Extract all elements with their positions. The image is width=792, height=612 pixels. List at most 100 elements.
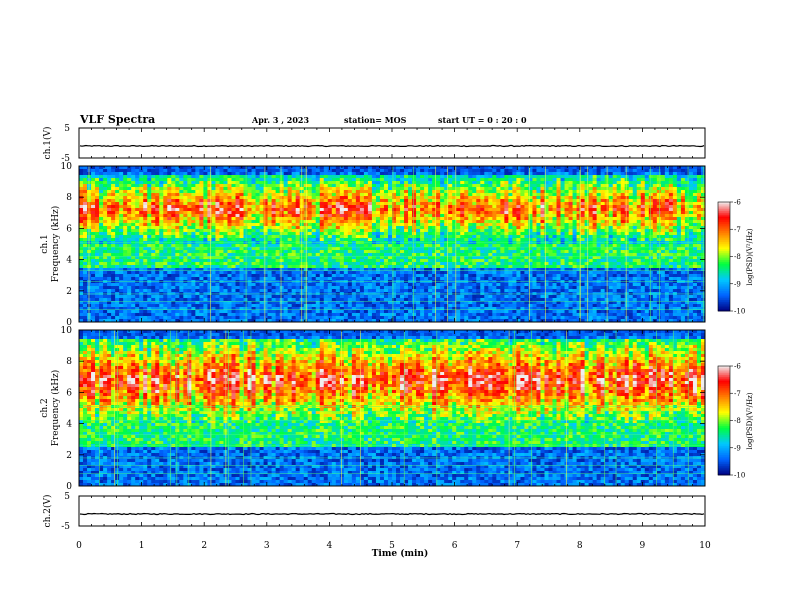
spectrogram-cell bbox=[239, 211, 244, 215]
spectrogram-cell bbox=[448, 205, 453, 209]
spectrogram-cell bbox=[291, 238, 297, 242]
spectrogram-cell bbox=[412, 244, 417, 248]
spectrogram-cell bbox=[259, 178, 264, 182]
spectrogram-cell bbox=[131, 205, 136, 209]
spectrogram-cell bbox=[371, 295, 377, 299]
spectrogram-cell bbox=[159, 217, 164, 221]
spectrogram-cell bbox=[115, 265, 120, 269]
spectrogram-cell bbox=[159, 274, 164, 278]
spectrogram-cell bbox=[79, 211, 84, 215]
spectrogram-cell bbox=[432, 202, 437, 206]
spectrogram-cell bbox=[436, 283, 441, 287]
spectrogram-cell bbox=[343, 283, 349, 287]
spectrogram-cell bbox=[371, 298, 377, 302]
spectrogram-cell bbox=[428, 319, 433, 323]
spectrogram-cell bbox=[131, 232, 136, 236]
spectrogram-cell bbox=[175, 235, 180, 239]
spectrogram-cell bbox=[343, 202, 349, 206]
spectrogram-cell bbox=[367, 190, 373, 194]
spectrogram-cell bbox=[235, 226, 240, 230]
spectrogram-cell bbox=[167, 247, 172, 251]
spectrogram-cell bbox=[283, 277, 289, 281]
spectrogram-cell bbox=[171, 214, 176, 218]
spectrogram-cell bbox=[147, 190, 152, 194]
spectrogram-cell bbox=[392, 304, 397, 308]
spectrogram-cell bbox=[143, 313, 148, 317]
spectrogram-cell bbox=[139, 256, 144, 260]
spectrogram-cell bbox=[400, 253, 405, 257]
spectrogram-cell bbox=[143, 205, 148, 209]
spectrogram-cell bbox=[195, 265, 200, 269]
spectrogram-cell bbox=[167, 274, 172, 278]
spectrogram-cell bbox=[404, 286, 409, 290]
spectrogram-cell bbox=[392, 214, 397, 218]
spectrogram-cell bbox=[351, 199, 357, 203]
spectrogram-cell bbox=[412, 253, 417, 257]
spectrogram-cell bbox=[255, 316, 260, 320]
spectrogram-cell bbox=[115, 181, 120, 185]
spectrogram-cell bbox=[243, 250, 248, 254]
spectrogram-cell bbox=[199, 238, 204, 242]
spectrogram-cell bbox=[95, 178, 100, 182]
spectrogram-cell bbox=[267, 259, 273, 263]
spectrogram-cell bbox=[235, 259, 240, 263]
spectrogram-cell bbox=[143, 178, 148, 182]
spectrogram-cell bbox=[363, 244, 369, 248]
spectrogram-cell bbox=[440, 304, 445, 308]
spectrogram-cell bbox=[127, 172, 132, 176]
spectrogram-cell bbox=[111, 295, 116, 299]
spectrogram-cell bbox=[323, 310, 329, 314]
spectrogram-cell bbox=[163, 286, 168, 290]
spectrogram-cell bbox=[251, 184, 256, 188]
spectrogram-cell bbox=[163, 181, 168, 185]
spectrogram-cell bbox=[319, 274, 325, 278]
spectrogram-cell bbox=[179, 247, 184, 251]
spectrogram-cell bbox=[223, 235, 228, 239]
spectrogram-cell bbox=[379, 232, 385, 236]
spectrogram-cell bbox=[303, 253, 309, 257]
spectrogram-cell bbox=[103, 232, 108, 236]
spectrogram-cell bbox=[107, 184, 112, 188]
spectrogram-cell bbox=[295, 247, 301, 251]
spectrogram-cell bbox=[143, 310, 148, 314]
spectrogram-cell bbox=[131, 211, 136, 215]
spectrogram-cell bbox=[251, 199, 256, 203]
spectrogram-cell bbox=[424, 229, 429, 233]
spectrogram-cell bbox=[195, 286, 200, 290]
spectrogram-cell bbox=[287, 187, 293, 191]
spectrogram-cell bbox=[243, 289, 248, 293]
spectrogram-cell bbox=[291, 181, 297, 185]
spectrogram-cell bbox=[335, 262, 341, 266]
spectrogram-cell bbox=[211, 253, 216, 257]
spectrogram-cell bbox=[347, 211, 353, 215]
spectrogram-cell bbox=[379, 262, 385, 266]
spectrogram-cell bbox=[303, 307, 309, 311]
spectrogram-cell bbox=[147, 196, 152, 200]
spectrogram-cell bbox=[95, 256, 100, 260]
spectrogram-cell bbox=[227, 247, 232, 251]
spectrogram-cell bbox=[375, 310, 381, 314]
spectrogram-cell bbox=[207, 259, 212, 263]
spectrogram-cell bbox=[79, 298, 84, 302]
spectrogram-cell bbox=[396, 172, 401, 176]
spectrogram-cell bbox=[311, 289, 317, 293]
spectrogram-cell bbox=[179, 250, 184, 254]
spectrogram-cell bbox=[323, 286, 329, 290]
spectrogram-cell bbox=[91, 214, 96, 218]
spectrogram-cell bbox=[311, 166, 317, 170]
spectrogram-cell bbox=[231, 187, 236, 191]
spectrogram-cell bbox=[119, 190, 124, 194]
spectrogram-cell bbox=[163, 235, 168, 239]
spectrogram-cell bbox=[215, 274, 220, 278]
spectrogram-cell bbox=[139, 223, 144, 227]
spectrogram-cell bbox=[287, 205, 293, 209]
spectrogram-cell bbox=[367, 184, 373, 188]
spectrogram-cell bbox=[291, 175, 297, 179]
spectrogram-cell bbox=[231, 310, 236, 314]
spectrogram-cell bbox=[267, 235, 273, 239]
spectrogram-cell bbox=[331, 169, 337, 173]
spectrogram-cell bbox=[187, 319, 192, 323]
spectrogram-cell bbox=[396, 298, 401, 302]
spectrogram-cell bbox=[199, 259, 204, 263]
spectrogram-cell bbox=[199, 316, 204, 320]
